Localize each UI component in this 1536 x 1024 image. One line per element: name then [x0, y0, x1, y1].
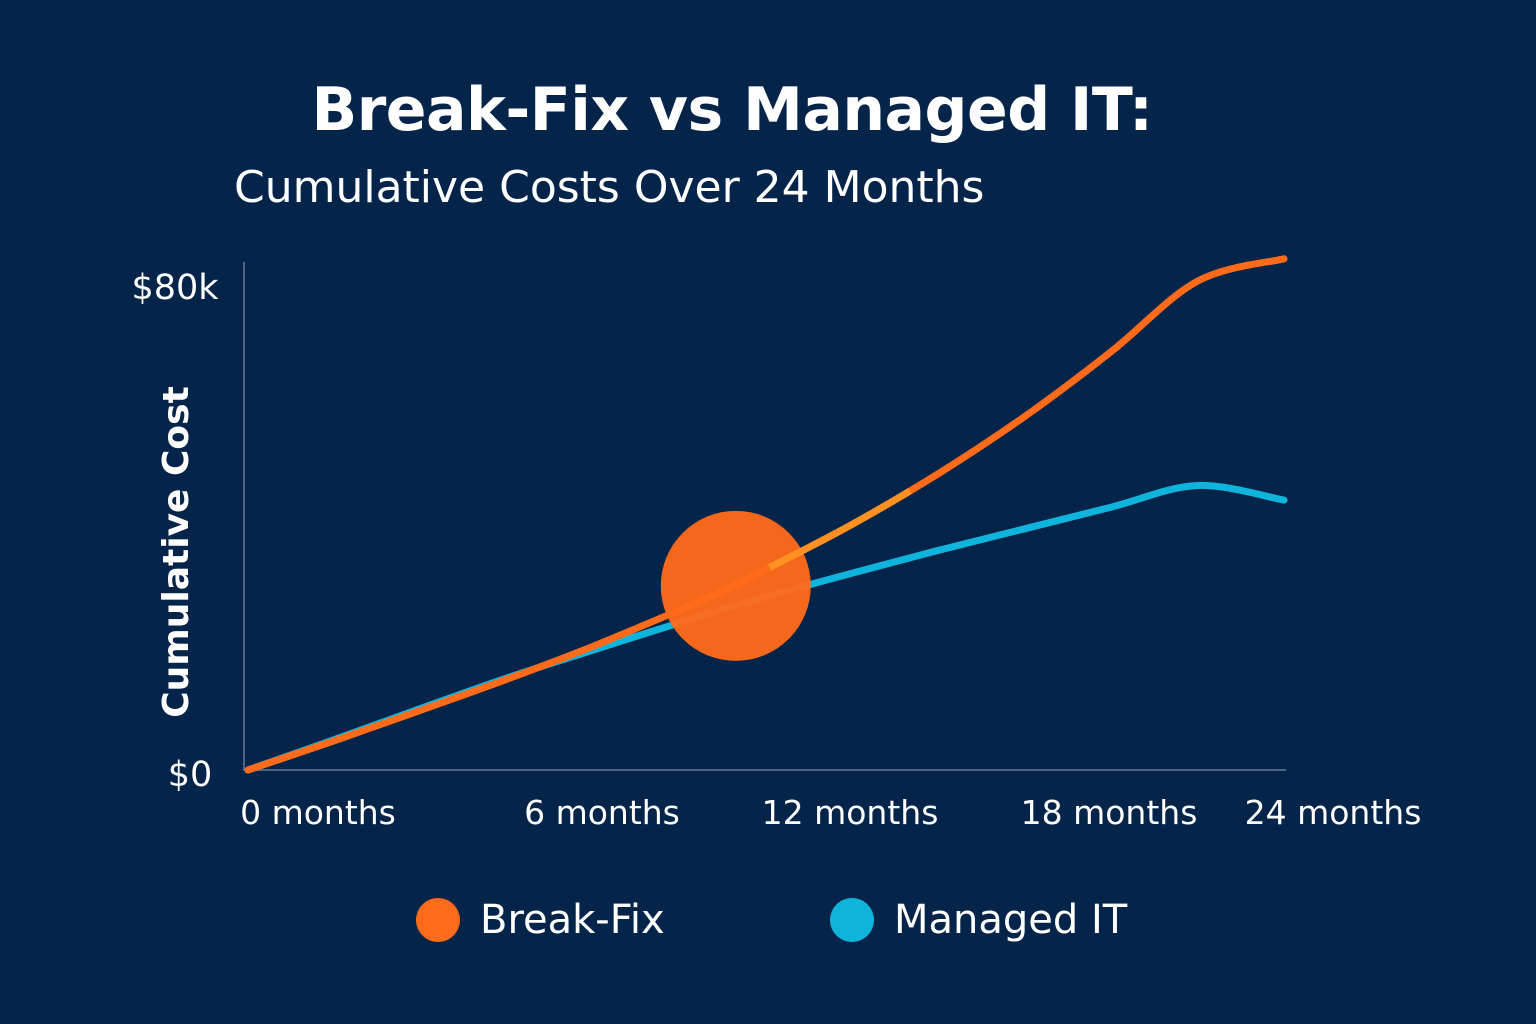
legend: Break-Fix Managed IT [0, 892, 1536, 948]
series-layer [244, 255, 1288, 774]
y-tick-label-min: $0 [168, 755, 213, 795]
chart-title: Break-Fix vs Managed IT: [311, 75, 1153, 145]
x-tick-labels: 0 months 6 months 12 months 18 months 24 mon… [240, 793, 1421, 832]
legend-swatch-break-fix [416, 898, 460, 942]
legend-item-managed-it: Managed IT [830, 892, 1127, 948]
legend-item-break-fix: Break-Fix [416, 892, 665, 948]
series-line-break-fix [244, 255, 1288, 774]
crossover-marker [660, 510, 811, 661]
x-tick-label: 0 months [240, 793, 396, 832]
chart-subtitle: Cumulative Costs Over 24 Months [234, 162, 985, 213]
x-tick-label: 18 months [1021, 793, 1198, 832]
legend-swatch-managed-it [830, 898, 874, 942]
x-tick-label: 24 months [1245, 793, 1422, 832]
y-tick-label-max: $80k [131, 268, 219, 308]
y-axis-label: Cumulative Cost [156, 386, 197, 718]
x-tick-label: 6 months [524, 793, 680, 832]
x-tick-label: 12 months [762, 793, 939, 832]
legend-label-managed-it: Managed IT [894, 897, 1128, 943]
legend-label-break-fix: Break-Fix [480, 897, 665, 943]
